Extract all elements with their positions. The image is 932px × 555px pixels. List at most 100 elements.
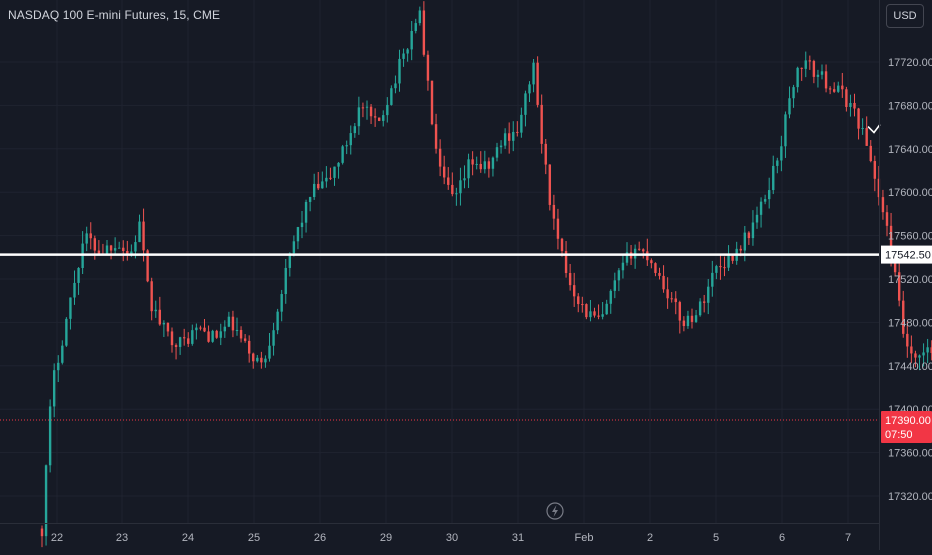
candle-body [613,280,617,291]
candle-body [304,201,308,223]
price-axis[interactable]: 17320.0017360.0017400.0017440.0017480.00… [881,57,932,503]
candle-body [776,160,779,166]
candle-body [77,268,80,283]
x-tick-label: 29 [380,532,392,544]
drawing-annotations [0,124,881,421]
lightning-icon-circle [546,502,564,520]
candle-body [654,263,657,273]
lightning-icon[interactable] [546,502,564,520]
candle-body [182,337,186,339]
candle-body [516,131,519,133]
candle-body [345,145,348,147]
candle-body [113,248,117,251]
candle-body [93,238,97,251]
candle-body [373,116,377,118]
chevron-down-icon [867,124,881,134]
candle-body [906,333,909,347]
candle-body [556,218,560,239]
candle-body [73,282,76,298]
candle-body [442,166,446,178]
candle-body [674,298,677,303]
candle-body [922,352,925,356]
candle-body [329,177,332,179]
candle-body [772,165,775,191]
candle-body [824,71,828,89]
candle-body [731,255,734,261]
countdown-label: 07:50 [885,429,913,441]
candle-body [89,233,92,239]
candle-body [601,314,604,317]
time-axis[interactable]: 22 23 24 25 26 29 30 31 Feb 2 5 6 7 [51,502,851,544]
candle-body [122,247,125,251]
candle-body [528,84,531,94]
candle-body [256,357,259,362]
candle-body [910,346,913,354]
candle-body [719,266,722,268]
candle-body [642,249,645,252]
candle-body [926,347,929,353]
y-tick-label: 17720.00 [888,57,932,69]
candle-body [479,163,482,170]
candle-body [455,193,458,195]
candle-body [686,315,690,327]
candle-body [597,315,600,317]
candle-body [670,298,673,300]
candle-body [495,147,499,158]
candle-body [247,340,251,354]
candle-body [694,315,698,322]
candle-body [69,297,72,319]
candle-body [292,241,296,254]
candle-body [662,275,665,290]
candle-body [471,159,474,165]
candle-body [832,89,836,92]
candle-body [158,309,162,325]
candle-body [544,143,547,165]
candle-body [357,107,361,127]
x-tick-label: 26 [314,532,326,544]
candle-body [723,267,726,269]
candle-body [361,107,365,109]
candle-body [581,304,584,306]
candle-body [369,106,373,117]
candle-body [260,357,263,363]
candle-body [142,221,145,251]
candle-body [418,10,422,24]
lightning-icon-bolt [552,505,558,517]
candle-body [203,327,206,332]
candle-body [422,10,426,55]
candle-body [199,327,202,329]
candle-body [296,227,300,242]
candle-body [812,61,816,77]
candle-body [759,201,763,215]
x-tick-label: Feb [575,532,594,544]
candle-body [755,214,759,223]
candle-body [499,145,503,148]
candle-body [272,330,275,346]
candle-body [820,71,824,75]
candle-body [698,301,702,316]
candle-body [288,253,292,268]
y-tick-label: 17320.00 [888,491,932,503]
candle-body [126,250,129,256]
currency-button[interactable]: USD [886,4,924,28]
candle-body [881,197,885,213]
candle-body [727,255,730,268]
candle-body [849,102,852,107]
candle-body [178,337,182,347]
x-tick-label: 2 [647,532,653,544]
candle-body [333,166,336,178]
y-tick-label: 17480.00 [888,317,932,329]
x-tick-label: 5 [713,532,719,544]
candle-body [796,67,799,88]
x-tick-label: 23 [116,532,128,544]
candle-body [536,62,539,105]
current-price-badge [881,411,932,444]
candle-body [564,251,568,274]
candle-body [382,115,385,121]
candle-body [243,338,247,341]
y-tick-label: 17680.00 [888,100,932,112]
candle-body [800,67,803,69]
candle-body [524,93,527,115]
